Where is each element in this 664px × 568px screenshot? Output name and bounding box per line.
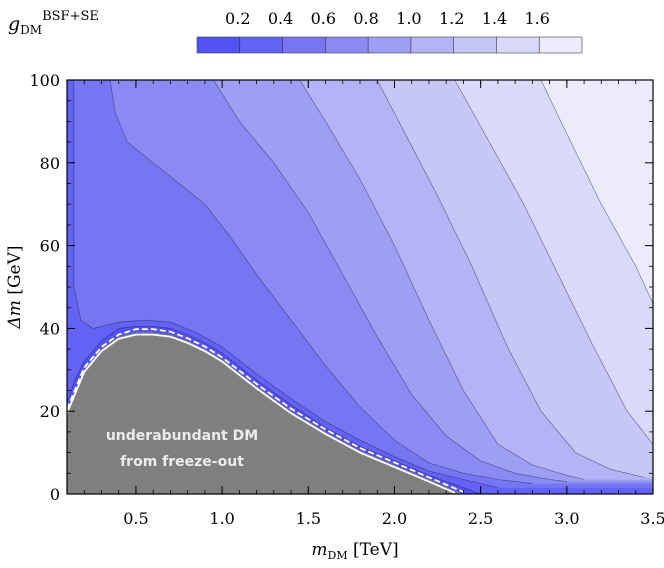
colorbar-frame [196, 36, 583, 54]
colorbar-swatch [496, 37, 540, 53]
relic-boundary-lines [67, 328, 464, 494]
x-tick-label: 2.0 [382, 509, 407, 528]
colorbar-swatch [453, 37, 497, 53]
colorbar-swatch [539, 37, 583, 53]
colorbar-swatch [325, 37, 369, 53]
excluded-region-label-1: underabundant DM [106, 428, 258, 444]
y-tick-label: 20 [40, 402, 60, 421]
x-tick-label: 0.5 [123, 509, 148, 528]
y-tick-label: 80 [40, 154, 60, 173]
x-tick-label: 3.5 [640, 509, 664, 528]
y-tick-label: 100 [29, 71, 60, 90]
relic-boundary [67, 333, 456, 494]
colorbar-tick-label: 0.6 [311, 9, 336, 28]
colorbar-swatches [196, 36, 583, 54]
x-tick-label: 1.5 [296, 509, 321, 528]
colorbar-tick-labels: 0.2 0.4 0.6 0.8 1.0 1.2 1.4 1.6 [225, 9, 550, 53]
colorbar-swatch [368, 37, 412, 53]
x-tick-label: 3.0 [554, 509, 579, 528]
colorbar-tick-label: 1.6 [524, 9, 549, 28]
colorbar-tick-label: 1.0 [396, 9, 421, 28]
x-tick-label: 2.5 [468, 509, 493, 528]
contour-line [67, 326, 481, 494]
contour-band [541, 80, 653, 304]
contour-line [376, 80, 645, 478]
colorbar-swatch [410, 37, 455, 53]
y-axis-label: Δm [GeV] [5, 246, 25, 330]
y-tick-label: 40 [40, 319, 60, 338]
colorbar-tick-label: 0.8 [353, 9, 378, 28]
colorbar-swatch [282, 37, 326, 53]
contour-line [109, 80, 533, 484]
colorbar-tick-label: 1.4 [482, 9, 507, 28]
y-tick-label: 0 [50, 485, 60, 504]
contour-line [454, 80, 653, 445]
x-tick-label: 1.0 [209, 509, 234, 528]
contour-line [540, 80, 653, 304]
contour-lines [67, 80, 653, 494]
relic-boundary [67, 328, 464, 493]
contour-line [299, 80, 585, 480]
plot-area: underabundant DM from freeze-out [67, 80, 653, 494]
colorbar-swatch [239, 37, 283, 53]
colorbar-label: gDMBSF+SE [8, 9, 99, 37]
colorbar-tick-label: 0.4 [268, 9, 293, 28]
colorbar-swatch [197, 37, 241, 53]
colorbar-legend: gDMBSF+SE 0.2 0.4 0.6 0.8 1.0 1.2 1.4 1.6 [8, 9, 583, 54]
axis-ticks: 0.5 1.0 1.5 2.0 2.5 3.0 3.5 0 20 40 60 80 100 [29, 71, 664, 528]
contour-fills [67, 80, 653, 494]
colorbar-tick-label: 1.2 [439, 9, 464, 28]
colorbar-tick-label: 0.2 [225, 9, 250, 28]
y-tick-label: 60 [40, 237, 60, 256]
excluded-region-label-2: from freeze-out [120, 454, 244, 470]
x-axis-label: mDM [TeV] [311, 540, 398, 562]
contour-line [213, 80, 567, 482]
contour-line [73, 80, 498, 489]
